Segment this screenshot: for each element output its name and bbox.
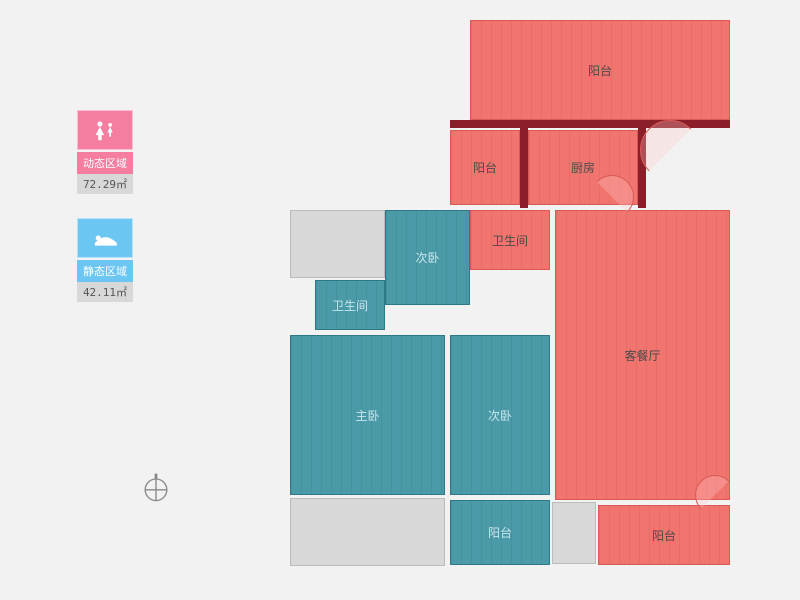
room-living: 客餐厅 <box>555 210 730 500</box>
room-balcony-mid-l: 阳台 <box>450 130 520 205</box>
room-label: 阳台 <box>473 159 497 176</box>
room-neutral-2 <box>290 498 445 566</box>
compass-icon <box>138 470 174 506</box>
room-balcony-br: 阳台 <box>598 505 730 565</box>
room-label: 厨房 <box>571 159 595 176</box>
legend-dynamic: 动态区域 72.29㎡ <box>70 110 140 194</box>
wall-accent <box>520 128 528 208</box>
door-arc <box>640 120 700 180</box>
people-icon <box>77 110 133 150</box>
room-bed-2b: 次卧 <box>450 335 550 495</box>
sleep-icon <box>77 218 133 258</box>
room-bed-2a: 次卧 <box>385 210 470 305</box>
room-neutral-1 <box>290 210 385 278</box>
floor-plan: 阳台阳台厨房卫生间客餐厅阳台次卧卫生间主卧次卧阳台 <box>280 20 740 580</box>
room-bath-1: 卫生间 <box>470 210 550 270</box>
legend-static: 静态区域 42.11㎡ <box>70 218 140 302</box>
room-label: 主卧 <box>355 407 379 424</box>
legend-static-value: 42.11㎡ <box>77 282 133 302</box>
room-label: 客餐厅 <box>624 347 660 364</box>
legend-dynamic-label: 动态区域 <box>77 152 133 174</box>
room-balcony-top: 阳台 <box>470 20 730 120</box>
room-label: 阳台 <box>588 62 612 79</box>
legend-static-label: 静态区域 <box>77 260 133 282</box>
room-neutral-3 <box>552 502 596 564</box>
room-label: 阳台 <box>488 524 512 541</box>
room-balcony-stat: 阳台 <box>450 500 550 565</box>
room-label: 卫生间 <box>332 297 368 314</box>
room-label: 阳台 <box>652 527 676 544</box>
legend-dynamic-value: 72.29㎡ <box>77 174 133 194</box>
room-master: 主卧 <box>290 335 445 495</box>
room-label: 次卧 <box>488 407 512 424</box>
room-bath-2: 卫生间 <box>315 280 385 330</box>
legend-panel: 动态区域 72.29㎡ 静态区域 42.11㎡ <box>70 110 140 326</box>
room-label: 次卧 <box>415 249 439 266</box>
room-label: 卫生间 <box>492 232 528 249</box>
